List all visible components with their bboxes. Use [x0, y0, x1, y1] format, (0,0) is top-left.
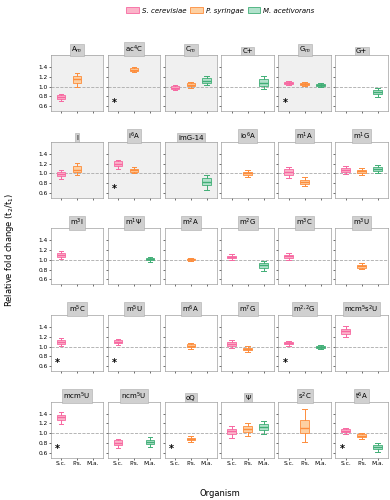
- Title: m$^2$A: m$^2$A: [183, 217, 199, 228]
- Title: m$^3$U: m$^3$U: [353, 217, 370, 228]
- Bar: [243, 172, 252, 174]
- Title: ac$^4$C: ac$^4$C: [125, 44, 143, 55]
- Text: *: *: [112, 98, 117, 108]
- Bar: [259, 424, 268, 430]
- Bar: [300, 180, 309, 184]
- Title: m$^{2,2}$G: m$^{2,2}$G: [293, 304, 316, 315]
- Bar: [186, 344, 195, 347]
- Title: m$^5$C: m$^5$C: [69, 304, 85, 315]
- Bar: [341, 168, 350, 172]
- Bar: [129, 169, 138, 172]
- Text: Organism: Organism: [200, 488, 241, 498]
- Bar: [113, 161, 122, 166]
- Title: m$^5$U: m$^5$U: [126, 304, 142, 315]
- Title: C$_m$: C$_m$: [185, 45, 197, 55]
- Bar: [57, 414, 66, 420]
- Bar: [129, 68, 138, 70]
- Text: *: *: [283, 98, 288, 108]
- Title: t$^6$A: t$^6$A: [355, 390, 368, 402]
- Bar: [373, 90, 382, 94]
- Bar: [202, 78, 211, 82]
- Text: *: *: [283, 358, 288, 368]
- Bar: [57, 340, 66, 344]
- Title: m$^3$C: m$^3$C: [296, 217, 313, 228]
- Bar: [316, 346, 325, 348]
- Bar: [145, 258, 154, 260]
- Title: G$_m$: G$_m$: [299, 45, 311, 55]
- Title: m$^2$G: m$^2$G: [239, 217, 256, 228]
- Text: *: *: [169, 444, 174, 454]
- Bar: [227, 429, 236, 434]
- Title: C+: C+: [243, 48, 253, 54]
- Bar: [243, 426, 252, 432]
- Text: *: *: [112, 358, 117, 368]
- Bar: [284, 170, 293, 174]
- Bar: [57, 172, 66, 176]
- Title: m$^1$G: m$^1$G: [353, 130, 370, 141]
- Title: m$^6$A: m$^6$A: [183, 304, 199, 315]
- Bar: [341, 328, 350, 334]
- Title: oQ: oQ: [186, 394, 196, 400]
- Bar: [186, 259, 195, 260]
- Title: ncm$^5$U: ncm$^5$U: [122, 390, 147, 402]
- Bar: [300, 83, 309, 85]
- Title: m$^1$A: m$^1$A: [296, 130, 313, 141]
- Text: *: *: [55, 358, 60, 368]
- Title: i$^6$A: i$^6$A: [128, 130, 140, 141]
- Title: mcm$^5$s$^2$U: mcm$^5$s$^2$U: [344, 304, 379, 315]
- Bar: [73, 76, 82, 82]
- Title: io$^6$A: io$^6$A: [240, 130, 256, 141]
- Title: G+: G+: [356, 48, 367, 54]
- Bar: [357, 265, 366, 268]
- Text: *: *: [112, 184, 117, 194]
- Title: I: I: [76, 134, 78, 140]
- Title: m$^3$I: m$^3$I: [70, 217, 84, 228]
- Bar: [202, 178, 211, 186]
- Bar: [145, 440, 154, 444]
- Text: *: *: [340, 444, 345, 454]
- Bar: [357, 434, 366, 437]
- Bar: [284, 82, 293, 84]
- Title: m$^1$Ψ: m$^1$Ψ: [125, 217, 143, 228]
- Bar: [227, 256, 236, 258]
- Bar: [170, 86, 179, 89]
- Bar: [227, 342, 236, 345]
- Bar: [373, 445, 382, 449]
- Bar: [284, 342, 293, 344]
- Bar: [373, 168, 382, 172]
- Bar: [57, 252, 66, 257]
- Title: s$^2$C: s$^2$C: [298, 390, 312, 402]
- Bar: [341, 430, 350, 432]
- Bar: [284, 254, 293, 258]
- Title: m$^7$G: m$^7$G: [239, 304, 256, 315]
- Bar: [300, 420, 309, 433]
- Bar: [357, 170, 366, 173]
- Title: Ψ: Ψ: [245, 394, 250, 400]
- Bar: [259, 80, 268, 86]
- Title: imG-14: imG-14: [178, 134, 204, 140]
- Bar: [57, 96, 66, 99]
- Bar: [186, 438, 195, 440]
- Bar: [186, 83, 195, 86]
- Bar: [73, 166, 82, 172]
- Text: *: *: [55, 444, 60, 454]
- Bar: [316, 84, 325, 86]
- Title: mcm$^5$U: mcm$^5$U: [63, 390, 91, 402]
- Bar: [259, 264, 268, 268]
- Bar: [113, 340, 122, 343]
- Text: Relative fold change (t$_2$/t$_1$): Relative fold change (t$_2$/t$_1$): [3, 193, 16, 307]
- Bar: [113, 440, 122, 445]
- Bar: [243, 348, 252, 350]
- Legend: S. cerevisiae, P. syringae, M. acetivorans: S. cerevisiae, P. syringae, M. acetivora…: [125, 6, 316, 15]
- Title: A$_m$: A$_m$: [71, 45, 83, 55]
